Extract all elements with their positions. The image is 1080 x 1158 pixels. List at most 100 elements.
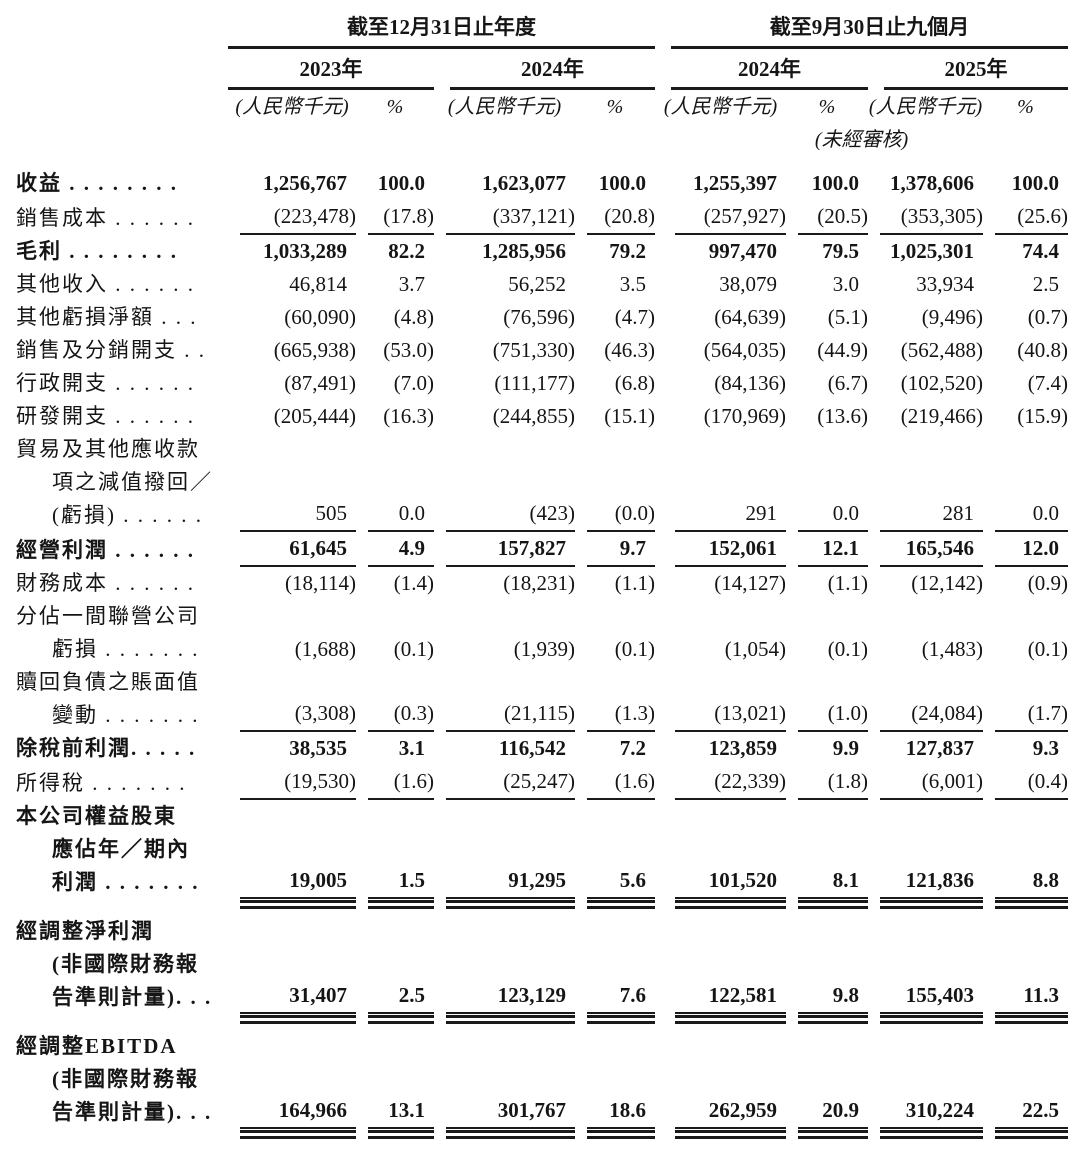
table-row: 贖回負債之賬面值 變動 . . . . . . . (3,308) (0.3) (21,… (16, 666, 1068, 732)
percent-cell: (17.8) (356, 200, 434, 235)
cell-value: 79.2 (609, 239, 646, 263)
row-label-line: 應佔年／期內 (52, 837, 190, 861)
amount-cell: 38,535 (228, 732, 356, 765)
table-row: 研發開支 . . . . . . (205,444) (16.3) (244,855)… (16, 400, 1068, 433)
cell-value: (1.1) (614, 571, 655, 595)
amount-cell: (22,339) (655, 765, 786, 800)
cell-value: 3.5 (619, 272, 646, 296)
row-label-line: (非國際財務報 (52, 1067, 199, 1091)
cell-value: (1.3) (587, 697, 655, 732)
percent-cell: (1.6) (356, 765, 434, 800)
cell-value: 2.5 (1032, 272, 1059, 296)
cell-value: (84,136) (714, 371, 786, 395)
percent-cell: 12.0 (983, 532, 1068, 567)
cell-value: (1.6) (368, 765, 434, 800)
cell-value: 1,255,397 (693, 171, 777, 195)
year-cell: 2024年 (655, 49, 868, 90)
amount-cell: 91,295 (434, 800, 575, 915)
percent-cell: 2.5 (356, 915, 434, 1030)
cell-value: 31,407 (240, 979, 356, 1024)
cell-value: 0.0 (798, 497, 868, 532)
audit-note-row: (未經審核) (16, 124, 1068, 157)
percent-cell: (15.9) (983, 400, 1068, 433)
cell-value: 9.8 (798, 979, 868, 1024)
cell-value: 1,378,606 (890, 171, 974, 195)
cell-value: 1,623,077 (482, 171, 566, 195)
cell-value: 1.5 (368, 864, 434, 909)
percent-cell: (0.1) (983, 600, 1068, 666)
percent-cell: 9.3 (983, 732, 1068, 765)
row-label: 贖回負債之賬面值 變動 . . . . . . . (16, 666, 228, 732)
amount-cell: 46,814 (228, 268, 356, 301)
cell-value: 7.6 (587, 979, 655, 1024)
amount-cell: 1,025,301 (868, 235, 983, 268)
cell-value: (0.9) (1027, 571, 1068, 595)
percent-cell: (13.6) (786, 400, 868, 433)
row-label-line: 貿易及其他應收款 (16, 437, 200, 461)
row-label-line: 財務成本 . . . . . . (16, 571, 195, 595)
row-label-line: 變動 . . . . . . . (52, 703, 200, 727)
table-row: 其他虧損淨額 . . . (60,090) (4.8) (76,596) (4.7) (6… (16, 301, 1068, 334)
amount-cell: 997,470 (655, 235, 786, 268)
amount-cell: (170,969) (655, 400, 786, 433)
percent-cell: 100.0 (575, 157, 655, 200)
table-header: 截至12月31日止年度 截至9月30日止九個月 2023年 2024年 2024… (16, 14, 1068, 157)
amount-cell: (25,247) (434, 765, 575, 800)
amount-cell: 31,407 (228, 915, 356, 1030)
percent-cell: (20.5) (786, 200, 868, 235)
amount-cell: 155,403 (868, 915, 983, 1030)
cell-value: (1.1) (827, 571, 868, 595)
row-label: 所得稅 . . . . . . . (16, 765, 228, 800)
cell-value: 123,859 (708, 736, 777, 760)
cell-value: (76,596) (503, 305, 575, 329)
cell-value: 127,837 (905, 736, 974, 760)
percent-cell: (25.6) (983, 200, 1068, 235)
percent-cell: 7.2 (575, 732, 655, 765)
percent-cell: (1.7) (983, 666, 1068, 732)
cell-value: (60,090) (284, 305, 356, 329)
percent-cell: 1.5 (356, 800, 434, 915)
row-label-line: 分佔一間聯營公司 (16, 604, 200, 628)
cell-value: (219,466) (900, 404, 983, 428)
year-label: 2024年 (671, 55, 868, 90)
cell-value: (87,491) (284, 371, 356, 395)
amount-cell: 122,581 (655, 915, 786, 1030)
amount-cell: (562,488) (868, 334, 983, 367)
percent-cell: 4.9 (356, 532, 434, 567)
amount-cell: (87,491) (228, 367, 356, 400)
cell-value: 38,079 (719, 272, 777, 296)
cell-value: (0.1) (1027, 637, 1068, 661)
cell-value: (5.1) (827, 305, 868, 329)
cell-value: (7.0) (393, 371, 434, 395)
cell-value: (14,127) (714, 571, 786, 595)
cell-value: 38,535 (289, 736, 347, 760)
cell-value: (751,330) (492, 338, 575, 362)
cell-value: 3.7 (398, 272, 425, 296)
percent-cell: 7.6 (575, 915, 655, 1030)
percent-cell: (0.4) (983, 765, 1068, 800)
cell-value: (423) (446, 497, 575, 532)
row-label-line: 本公司權益股東 (16, 804, 177, 828)
cell-value: 33,934 (916, 272, 974, 296)
cell-value: 46,814 (289, 272, 347, 296)
amount-cell: (1,939) (434, 600, 575, 666)
cell-value: 13.1 (368, 1094, 434, 1139)
percent-cell: 22.5 (983, 1030, 1068, 1145)
cell-value: 1,025,301 (890, 239, 974, 263)
cell-value: 121,836 (880, 864, 983, 909)
cell-value: (21,115) (446, 697, 575, 732)
spacer-cell (228, 124, 655, 157)
percent-cell: (4.8) (356, 301, 434, 334)
row-label-line: 行政開支 . . . . . . (16, 371, 195, 395)
row-label: 經調整淨利潤 (非國際財務報 告準則計量). . . (16, 915, 228, 1030)
percent-cell: (1.3) (575, 666, 655, 732)
row-label-line: 虧損 . . . . . . . (52, 637, 200, 661)
table-body: 收益 . . . . . . . . 1,256,767 100.0 1,623,07… (16, 157, 1068, 1145)
amount-cell: 310,224 (868, 1030, 983, 1145)
cell-value: (22,339) (675, 765, 786, 800)
table-row: 經調整EBITDA (非國際財務報 告準則計量). . . 164,966 13.1 30… (16, 1030, 1068, 1145)
amount-cell: (84,136) (655, 367, 786, 400)
amount-cell: 164,966 (228, 1030, 356, 1145)
amount-cell: 301,767 (434, 1030, 575, 1145)
amount-cell: (223,478) (228, 200, 356, 235)
